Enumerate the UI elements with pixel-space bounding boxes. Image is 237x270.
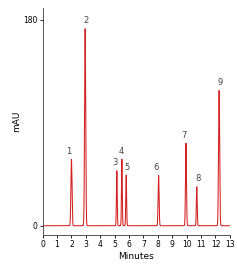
Text: 5: 5 <box>125 163 130 172</box>
Text: 8: 8 <box>195 174 201 183</box>
Text: 7: 7 <box>181 131 187 140</box>
Y-axis label: mAU: mAU <box>12 111 21 132</box>
Text: 9: 9 <box>218 78 223 87</box>
Text: 3: 3 <box>112 158 117 167</box>
Text: 2: 2 <box>83 16 88 25</box>
Text: 1: 1 <box>66 147 71 156</box>
X-axis label: Minutes: Minutes <box>118 252 154 261</box>
Text: 6: 6 <box>154 163 159 172</box>
Text: 4: 4 <box>119 147 124 156</box>
